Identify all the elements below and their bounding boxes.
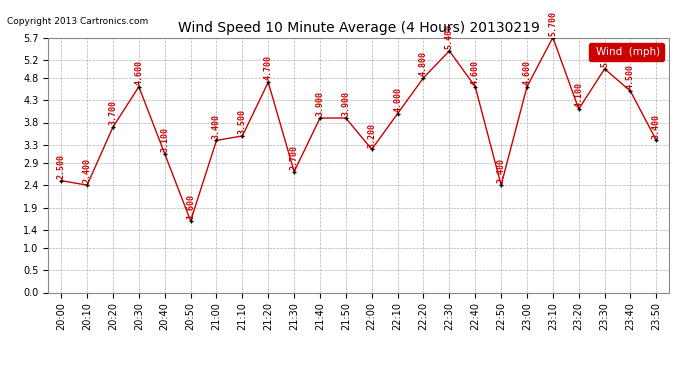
Text: 2.500: 2.500 xyxy=(57,154,66,179)
Text: 5.400: 5.400 xyxy=(445,24,454,49)
Text: 3.500: 3.500 xyxy=(238,109,247,134)
Title: Wind Speed 10 Minute Average (4 Hours) 20130219: Wind Speed 10 Minute Average (4 Hours) 2… xyxy=(178,21,540,35)
Point xyxy=(599,66,610,72)
Text: 4.100: 4.100 xyxy=(574,82,583,107)
Point xyxy=(651,137,662,143)
Point xyxy=(625,88,636,94)
Text: 4.000: 4.000 xyxy=(393,87,402,112)
Text: 4.700: 4.700 xyxy=(264,56,273,81)
Text: 4.500: 4.500 xyxy=(626,64,635,89)
Text: 2.400: 2.400 xyxy=(497,158,506,183)
Text: 4.800: 4.800 xyxy=(419,51,428,76)
Point xyxy=(340,115,351,121)
Point xyxy=(81,182,92,188)
Point xyxy=(495,182,506,188)
Point xyxy=(159,151,170,157)
Point xyxy=(288,169,299,175)
Text: 3.400: 3.400 xyxy=(212,114,221,139)
Text: 3.900: 3.900 xyxy=(315,91,324,116)
Text: 4.600: 4.600 xyxy=(471,60,480,85)
Text: 3.900: 3.900 xyxy=(342,91,351,116)
Point xyxy=(263,79,274,85)
Point xyxy=(418,75,429,81)
Text: 3.700: 3.700 xyxy=(108,100,117,125)
Text: 5.700: 5.700 xyxy=(549,11,558,36)
Point xyxy=(133,84,144,90)
Text: 1.600: 1.600 xyxy=(186,194,195,219)
Text: 3.400: 3.400 xyxy=(652,114,661,139)
Point xyxy=(573,106,584,112)
Point xyxy=(444,48,455,54)
Point xyxy=(185,218,196,224)
Point xyxy=(366,146,377,152)
Point xyxy=(315,115,326,121)
Text: 4.600: 4.600 xyxy=(522,60,531,85)
Point xyxy=(522,84,533,90)
Text: 2.700: 2.700 xyxy=(290,145,299,170)
Text: 4.600: 4.600 xyxy=(135,60,144,85)
Text: Copyright 2013 Cartronics.com: Copyright 2013 Cartronics.com xyxy=(7,17,148,26)
Text: 2.400: 2.400 xyxy=(83,158,92,183)
Point xyxy=(470,84,481,90)
Point xyxy=(392,111,403,117)
Legend: Wind  (mph): Wind (mph) xyxy=(589,43,664,61)
Point xyxy=(237,133,248,139)
Point xyxy=(56,178,67,184)
Text: 5.000: 5.000 xyxy=(600,42,609,67)
Point xyxy=(108,124,119,130)
Point xyxy=(211,137,222,143)
Text: 3.100: 3.100 xyxy=(160,127,169,152)
Text: 3.200: 3.200 xyxy=(367,123,376,147)
Point xyxy=(547,34,558,40)
